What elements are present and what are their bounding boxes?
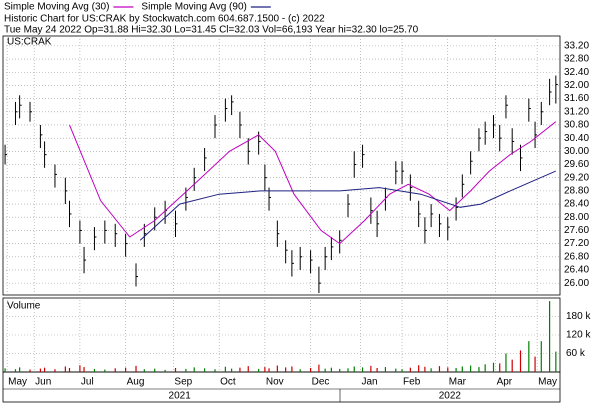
y-tick-label: 32.40 (564, 67, 589, 78)
y-tick-label: 28.40 (564, 199, 589, 210)
y-tick-label: 29.20 (564, 172, 589, 183)
year-label: 2022 (439, 391, 462, 402)
volume-label: Volume (7, 301, 41, 312)
legend-label: Simple Moving Avg (90) (141, 2, 246, 13)
x-tick-label: May (538, 377, 557, 388)
x-tick-label: Mar (449, 377, 467, 388)
x-tick-label: Apr (497, 377, 513, 388)
y-tick-label: 30.00 (564, 146, 589, 157)
moving-average-line (69, 121, 557, 245)
y-tick-label: 29.60 (564, 159, 589, 170)
y-tick-label: 33.20 (564, 41, 589, 52)
y-tick-label: 32.80 (564, 54, 589, 65)
x-tick-label: Jan (361, 377, 377, 388)
year-label: 2021 (169, 391, 192, 402)
x-tick-label: Feb (403, 377, 421, 388)
date-axis (2, 371, 561, 403)
y-tick-label: 26.00 (564, 278, 589, 289)
symbol-label: US:CRAK (7, 37, 52, 48)
y-tick-label: 30.40 (564, 133, 589, 144)
x-tick-label: Jun (35, 377, 51, 388)
y-tick-label: 31.60 (564, 93, 589, 104)
quote-info: Tue May 24 2022 Op=31.88 Hi=32.30 Lo=31.… (4, 25, 419, 36)
x-tick-label: Sep (174, 377, 192, 388)
y-tick-label: 28.00 (564, 212, 589, 223)
volume-tick-label: 180 k (566, 311, 591, 322)
chart-title: Historic Chart for US:CRAK by Stockwatch… (4, 14, 325, 25)
x-tick-label: Dec (312, 377, 330, 388)
y-tick-label: 27.20 (564, 238, 589, 249)
y-tick-label: 26.40 (564, 265, 589, 276)
x-tick-label: Aug (127, 377, 145, 388)
y-tick-label: 30.80 (564, 120, 589, 131)
y-tick-label: 32.00 (564, 80, 589, 91)
y-tick-label: 27.60 (564, 225, 589, 236)
x-tick-label: Oct (220, 377, 236, 388)
x-tick-label: Jul (81, 377, 94, 388)
y-tick-label: 28.80 (564, 186, 589, 197)
price-panel (2, 35, 561, 296)
volume-tick-label: 120 k (566, 330, 591, 341)
x-tick-label: May (8, 377, 27, 388)
volume-tick-label: 60 k (566, 348, 586, 359)
legend-label: Simple Moving Avg (30) (4, 2, 109, 13)
y-tick-label: 26.80 (564, 251, 589, 262)
x-tick-label: Nov (266, 377, 284, 388)
moving-average-line (139, 170, 556, 241)
y-tick-label: 31.20 (564, 106, 589, 117)
